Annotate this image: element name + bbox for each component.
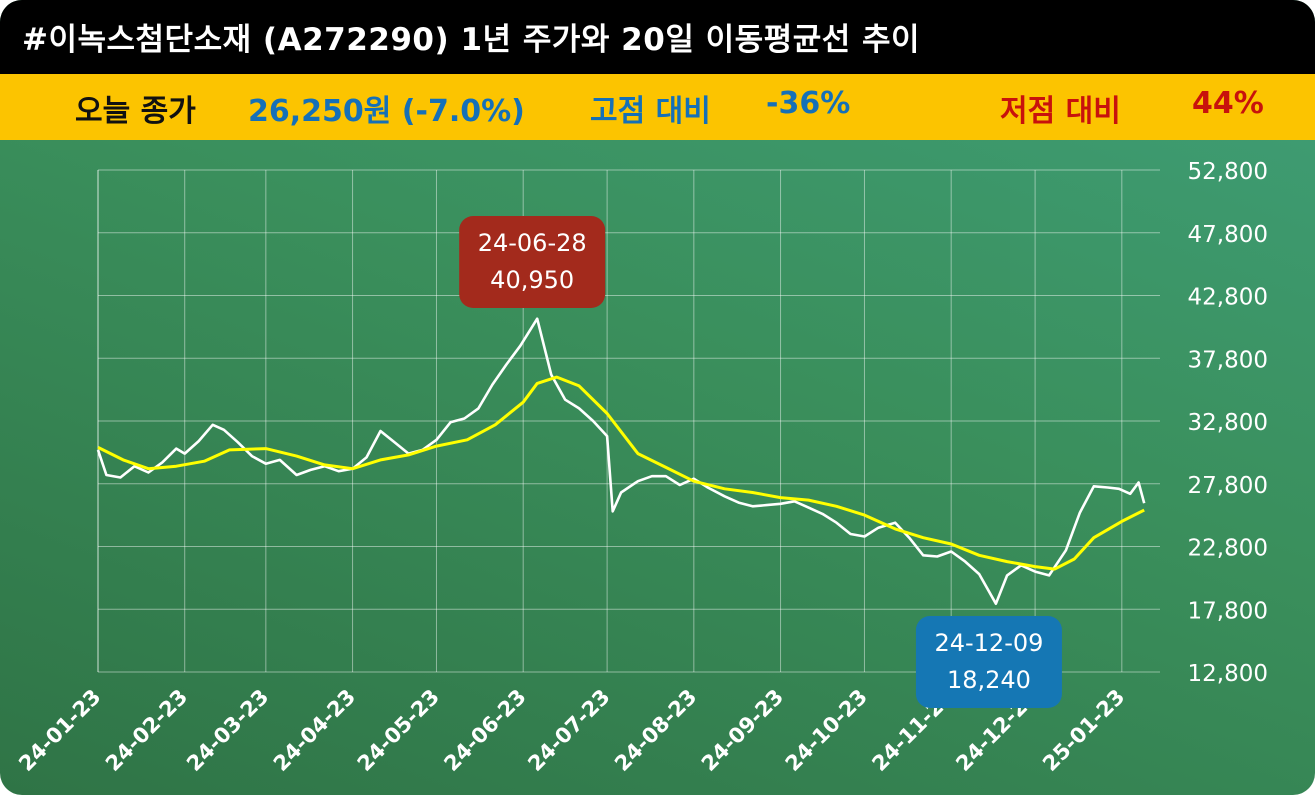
y-tick-label: 12,800 (1188, 661, 1268, 687)
summary-bar: 오늘 종가 26,250원 (-7.0%) 고점 대비 -36% 저점 대비 4… (0, 74, 1315, 140)
x-tick-label: 24-08-23 (610, 685, 701, 776)
y-tick-label: 32,800 (1188, 410, 1268, 436)
high-compare-label: 고점 대비 (590, 94, 711, 129)
x-tick-label: 24-03-23 (182, 685, 273, 776)
x-tick-label: 24-04-23 (269, 685, 360, 776)
annotations: 24-06-28 40,950 24-12-09 18,240 (459, 216, 1062, 708)
close-label: 오늘 종가 (75, 94, 196, 129)
y-tick-label: 47,800 (1188, 222, 1268, 248)
x-tick-label: 24-10-23 (781, 685, 872, 776)
high-point-callout: 24-06-28 40,950 (459, 216, 606, 308)
y-tick-label: 17,800 (1188, 598, 1268, 624)
callout-value: 40,950 (490, 266, 574, 294)
grid-lines (97, 169, 1160, 673)
low-compare-label: 저점 대비 (1000, 94, 1121, 129)
x-tick-label: 24-09-23 (697, 685, 788, 776)
low-compare-value: 44% (1192, 86, 1264, 121)
y-tick-label: 37,800 (1188, 347, 1268, 373)
price-series-line (96, 317, 1146, 606)
y-axis-ticks: 52,800 47,800 42,800 37,800 32,800 27,800 22,8… (1188, 159, 1268, 687)
callout-box (459, 216, 606, 308)
y-tick-label: 22,800 (1188, 536, 1268, 562)
y-tick-label: 42,800 (1188, 285, 1268, 311)
x-tick-label: 24-02-23 (101, 685, 192, 776)
callout-date: 24-12-09 (934, 629, 1043, 657)
callout-date: 24-06-28 (478, 229, 587, 257)
y-tick-label: 27,800 (1188, 473, 1268, 499)
y-tick-label: 52,800 (1188, 159, 1268, 185)
title-bar: #이녹스첨단소재 (A272290) 1년 주가와 20일 이동평균선 추이 (0, 0, 1315, 74)
high-compare-value: -36% (766, 86, 851, 121)
ma20-series-line (97, 375, 1145, 571)
x-tick-label: 24-05-23 (353, 685, 444, 776)
callout-box (915, 616, 1062, 708)
low-point-callout: 24-12-09 18,240 (915, 616, 1062, 708)
page-title: #이녹스첨단소재 (A272290) 1년 주가와 20일 이동평균선 추이 (22, 22, 921, 58)
close-value: 26,250원 (-7.0%) (248, 94, 525, 129)
callout-value: 18,240 (947, 666, 1031, 694)
x-tick-label: 24-01-23 (14, 685, 105, 776)
x-tick-label: 24-06-23 (439, 685, 530, 776)
x-tick-label: 24-07-23 (523, 685, 614, 776)
